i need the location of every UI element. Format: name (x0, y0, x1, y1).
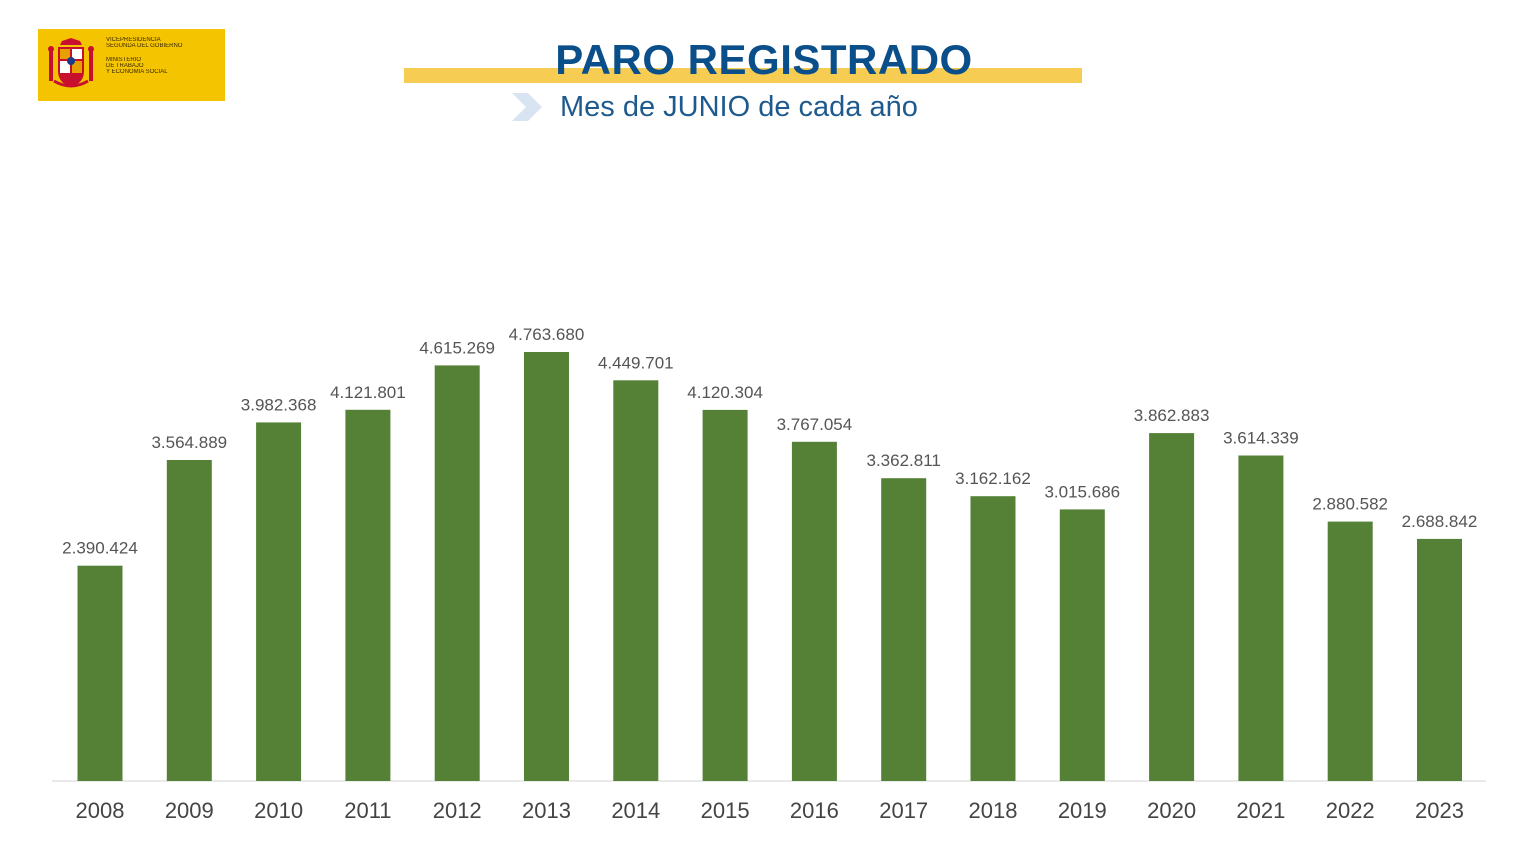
title-underline-band (404, 68, 1082, 83)
bar (613, 380, 659, 781)
x-axis-tick-labels: 2008 2009 2010 2011 2012 2013 2014 2015 2016 2017… (76, 798, 1464, 823)
x-axis-tick-label: 2021 (1236, 798, 1285, 823)
x-axis-tick-label: 2019 (1058, 798, 1107, 823)
bar (524, 352, 569, 781)
chevron-right-icon (512, 93, 542, 121)
bar-value-label: 3.564.889 (151, 433, 227, 452)
bar-value-label: 4.120.304 (687, 383, 763, 402)
x-axis-tick-label: 2009 (165, 798, 214, 823)
x-axis-tick-label: 2008 (76, 798, 125, 823)
bar-value-label: 3.982.368 (241, 395, 317, 414)
bar (702, 409, 748, 781)
bar-value-label: 3.015.686 (1044, 482, 1120, 501)
x-axis-tick-label: 2023 (1415, 798, 1464, 823)
logo-text-line: DE TRABAJO (106, 63, 144, 69)
bar-value-label: 2.880.582 (1312, 495, 1388, 514)
logo-text-line: MINISTERIO (106, 57, 142, 63)
x-axis-tick-label: 2020 (1147, 798, 1196, 823)
bar-value-label: 4.449.701 (598, 353, 674, 372)
bar-series (77, 352, 1462, 781)
bar-value-label: 4.615.269 (419, 338, 495, 357)
bar-value-label: 3.614.339 (1223, 429, 1299, 448)
x-axis-tick-label: 2012 (433, 798, 482, 823)
logo-text-line: SEGUNDA DEL GOBIERNO (106, 43, 183, 49)
logo-text-line: VICEPRESIDENCIA (106, 37, 161, 43)
page-subtitle: Mes de JUNIO de cada año (560, 91, 918, 123)
bar (1238, 455, 1284, 781)
logo-text-line: Y ECONOMÍA SOCIAL (106, 69, 168, 75)
bar-value-label: 4.121.801 (330, 383, 406, 402)
bar (1327, 521, 1373, 781)
bar-value-label: 3.862.883 (1134, 406, 1210, 425)
bar (345, 409, 391, 781)
bar (166, 460, 212, 781)
x-axis-tick-label: 2010 (254, 798, 303, 823)
bar (970, 496, 1016, 781)
bar-value-label: 3.767.054 (777, 415, 853, 434)
bar (881, 478, 927, 781)
bar (1149, 433, 1195, 781)
bar (791, 441, 837, 781)
bar-value-label: 2.688.842 (1402, 512, 1478, 531)
bar-value-label: 3.162.162 (955, 469, 1031, 488)
bar (1059, 509, 1105, 781)
ministry-logo: VICEPRESIDENCIA SEGUNDA DEL GOBIERNO MIN… (38, 29, 225, 101)
x-axis-tick-label: 2014 (611, 798, 660, 823)
bar (434, 365, 480, 781)
bar (1417, 538, 1462, 781)
x-axis-tick-label: 2022 (1326, 798, 1375, 823)
bar-value-label: 4.763.680 (509, 325, 585, 344)
spain-coat-of-arms-icon (48, 38, 94, 88)
data-labels: 2.390.424 3.564.889 3.982.368 4.121.801 4.61… (62, 325, 1477, 558)
bar-value-label: 2.390.424 (62, 539, 138, 558)
page-title: PARO REGISTRADO (555, 36, 973, 83)
x-axis-tick-label: 2011 (344, 798, 391, 823)
x-axis-tick-label: 2016 (790, 798, 839, 823)
x-axis-tick-label: 2017 (879, 798, 928, 823)
x-axis-tick-label: 2015 (701, 798, 750, 823)
bar-value-label: 3.362.811 (867, 451, 941, 470)
ministry-logo-text: VICEPRESIDENCIA SEGUNDA DEL GOBIERNO MIN… (106, 37, 220, 75)
bar (256, 422, 302, 781)
x-axis-tick-label: 2018 (969, 798, 1018, 823)
x-axis-tick-label: 2013 (522, 798, 571, 823)
bar (77, 565, 123, 781)
